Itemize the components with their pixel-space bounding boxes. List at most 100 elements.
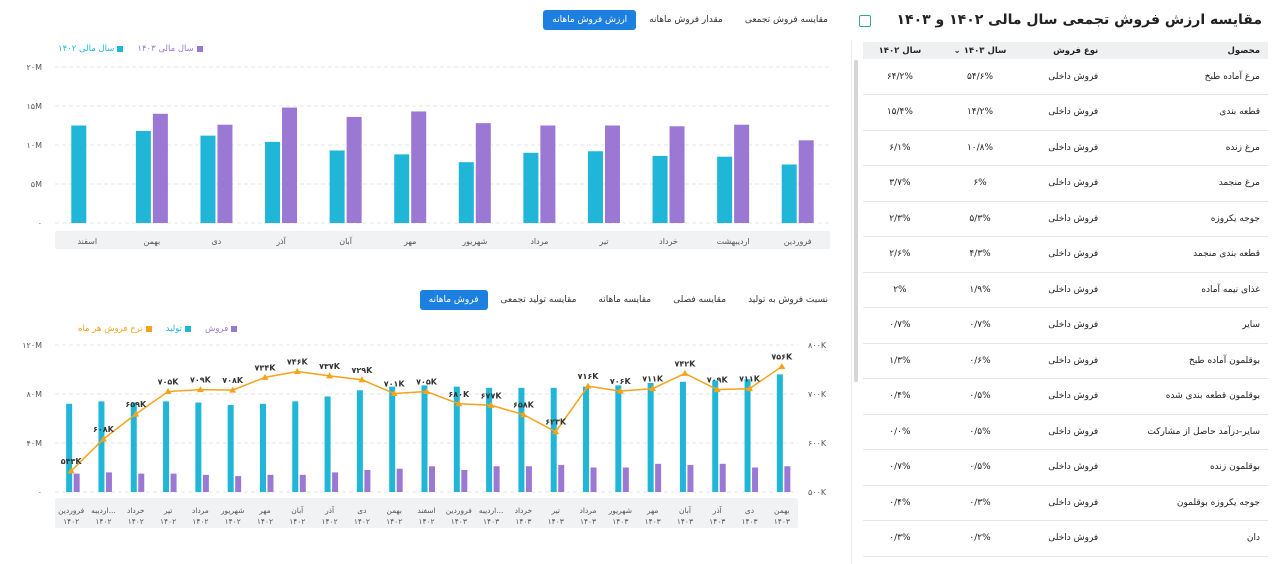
rate-point xyxy=(713,386,721,393)
cell-sales-type: فروش داخلی xyxy=(1023,520,1107,557)
table-row[interactable]: دان فروش داخلی ۰/۲% ۰/۳% xyxy=(863,520,1268,557)
x-tick-label: بهمن xyxy=(144,237,161,246)
production-sales-combo-chart: ۰ ۴۰M ۸۰M ۱۲۰M ۵۰۰K ۶۰۰K ۷۰۰K ۸۰۰K فروردین ۱۴۰۲ ار… xyxy=(22,341,827,528)
x-tick-label: آبان xyxy=(291,505,304,515)
bar-sales xyxy=(558,465,565,492)
x-tick-label: شهریور xyxy=(220,506,244,515)
y-left-tick-label: ۱۲۰M xyxy=(22,341,42,350)
x-tick-year-label: ۱۴۰۳ xyxy=(645,517,661,526)
cell-share-1402: ۰/۴% xyxy=(863,485,937,521)
cell-share-1403: ۵/۳% xyxy=(936,201,1024,237)
x-tick-year-label: ۱۴۰۲ xyxy=(386,517,402,526)
table-row[interactable]: سایر-درآمد حاصل از مشارکت فروش داخلی ۰/۵% ۰… xyxy=(863,414,1268,450)
table-row[interactable]: سایر فروش داخلی ۰/۷% ۰/۷% xyxy=(863,307,1268,344)
x-tick-year-label: ۱۴۰۳ xyxy=(677,517,693,526)
legend-item-sales[interactable]: فروش xyxy=(205,324,238,334)
x-tick-label: اردیبه... xyxy=(91,506,116,515)
table-row[interactable]: غذای نیمه آماده فروش داخلی ۱/۹% ۲% xyxy=(863,272,1268,308)
x-tick-label: آذر xyxy=(324,505,335,515)
x-tick-label: دی xyxy=(745,506,754,515)
tab-monthly-sales[interactable]: فروش ماهانه xyxy=(419,290,488,310)
rate-data-label: ۶۸۰K xyxy=(448,390,470,399)
rate-data-label: ۶۵۹K xyxy=(125,400,147,409)
x-tick-year-label: ۱۴۰۳ xyxy=(451,517,467,526)
table-row[interactable]: مرغ منجمد فروش داخلی ۶% ۳/۷% xyxy=(863,165,1268,202)
bar-1402 xyxy=(135,130,151,223)
legend-item-rate[interactable]: نرخ فروش هر ماه xyxy=(78,324,152,334)
tab-monthly-comparison[interactable]: مقایسه ماهانه xyxy=(598,295,652,305)
table-row[interactable]: جوجه یکروزه فروش داخلی ۵/۳% ۲/۳% xyxy=(863,201,1268,237)
tab-sales-production-ratio[interactable]: نسبت فروش به تولید xyxy=(748,295,828,305)
bar-production xyxy=(550,387,557,492)
cell-share-1402: ۱۵/۴% xyxy=(863,94,937,131)
table-row[interactable]: بوقلمون آماده طبخ فروش داخلی ۰/۶% ۱/۳% xyxy=(863,343,1268,379)
x-tick-label: مهر xyxy=(258,506,271,515)
tab-cumulative-production[interactable]: مقایسه تولید تجمعی xyxy=(500,295,577,305)
cell-share-1403: ۰/۵% xyxy=(936,449,1024,486)
cell-share-1403: ۰/۶% xyxy=(936,343,1024,379)
table-row[interactable]: مرغ آماده طبخ فروش داخلی ۵۴/۶% ۶۴/۲% xyxy=(863,59,1268,95)
bar-sales xyxy=(73,473,80,492)
header-year-1403[interactable]: سال ۱۴۰۳ ⌄ xyxy=(936,42,1024,59)
cell-sales-type: فروش داخلی xyxy=(1023,201,1107,237)
legend-item-production[interactable]: تولید xyxy=(166,324,192,334)
x-tick-label: آذر xyxy=(275,236,286,246)
header-year-1402[interactable]: سال ۱۴۰۲ xyxy=(863,42,937,59)
table-row[interactable]: بوقلمون زنده فروش داخلی ۰/۵% ۰/۷% xyxy=(863,449,1268,486)
table-row[interactable]: بوقلمون قطعه بندی شده فروش داخلی ۰/۵% ۰/۴% xyxy=(863,378,1268,415)
legend-item-1403[interactable]: سال مالی ۱۴۰۳ xyxy=(137,44,203,54)
header-sales-type[interactable]: نوع فروش xyxy=(1023,42,1107,59)
rate-point xyxy=(455,400,463,407)
tab-monthly-sales-value[interactable]: ارزش فروش ماهانه xyxy=(543,10,637,30)
x-tick-label: مرداد xyxy=(580,506,597,515)
cell-sales-type: فروش داخلی xyxy=(1023,59,1107,95)
rate-point xyxy=(196,386,204,393)
table-row[interactable]: جوجه یکروزه بوقلمون فروش داخلی ۰/۳% ۰/۴% xyxy=(863,485,1268,521)
bar-production xyxy=(195,402,202,492)
rate-point xyxy=(261,373,269,380)
cell-share-1402: ۶/۱% xyxy=(863,130,937,166)
bar-1402 xyxy=(781,164,797,223)
x-tick-year-label: ۱۴۰۳ xyxy=(580,517,596,526)
x-tick-label: بهمن xyxy=(774,506,790,515)
table-row[interactable]: قطعه بندی منجمد فروش داخلی ۴/۳% ۲/۶% xyxy=(863,236,1268,273)
bar-production xyxy=(453,386,460,492)
rate-point xyxy=(390,390,398,397)
header-product[interactable]: محصول xyxy=(1106,42,1268,59)
rate-data-label: ۷۳۴K xyxy=(255,363,277,372)
rate-point xyxy=(649,385,657,392)
bar-1402 xyxy=(200,135,216,223)
cell-sales-type: فروش داخلی xyxy=(1023,414,1107,450)
rate-point xyxy=(423,388,430,395)
y-right-tick-label: ۶۰۰K xyxy=(808,439,827,448)
y-tick-label: ۱۵M xyxy=(27,102,43,111)
rate-point xyxy=(164,388,172,395)
cell-product: سایر xyxy=(1106,307,1268,344)
bar-1402 xyxy=(329,150,345,223)
rate-point xyxy=(616,387,624,394)
bar-production xyxy=(744,379,751,492)
table-row[interactable]: قطعه بندی فروش داخلی ۱۴/۲% ۱۵/۴% xyxy=(863,94,1268,131)
rate-data-label: ۷۰۶K xyxy=(610,377,632,386)
export-icon[interactable] xyxy=(859,15,871,27)
cell-product: مرغ آماده طبخ xyxy=(1106,59,1268,95)
cell-product: بوقلمون قطعه بندی شده xyxy=(1106,378,1268,415)
tab-monthly-sales-quantity[interactable]: مقدار فروش ماهانه xyxy=(649,15,723,25)
cell-product: بوقلمون آماده طبخ xyxy=(1106,343,1268,379)
table-wrapper: محصول نوع فروش سال ۱۴۰۳ ⌄ سال ۱۴۰۲ مرغ آ… xyxy=(863,42,1268,557)
sort-down-icon[interactable]: ⌄ xyxy=(953,45,961,56)
cell-share-1402: ۰/۳% xyxy=(863,520,937,557)
cell-share-1403: ۵۴/۶% xyxy=(936,59,1024,95)
table-row[interactable]: مرغ زنده فروش داخلی ۱۰/۸% ۶/۱% xyxy=(863,130,1268,166)
rate-point xyxy=(99,435,107,442)
tab-seasonal-comparison[interactable]: مقایسه فصلی xyxy=(673,295,727,305)
bar-production xyxy=(98,401,105,492)
tab-cumulative-sales[interactable]: مقایسه فروش تجمعی xyxy=(744,15,828,25)
legend-item-1402[interactable]: سال مالی ۱۴۰۲ xyxy=(58,44,124,54)
scrollbar[interactable] xyxy=(854,60,858,382)
x-tick-label: خرداد xyxy=(659,237,678,246)
x-tick-year-label: ۱۴۰۲ xyxy=(160,517,176,526)
bar-production xyxy=(130,402,137,492)
cell-product: غذای نیمه آماده xyxy=(1106,272,1268,308)
rate-point xyxy=(552,428,560,435)
